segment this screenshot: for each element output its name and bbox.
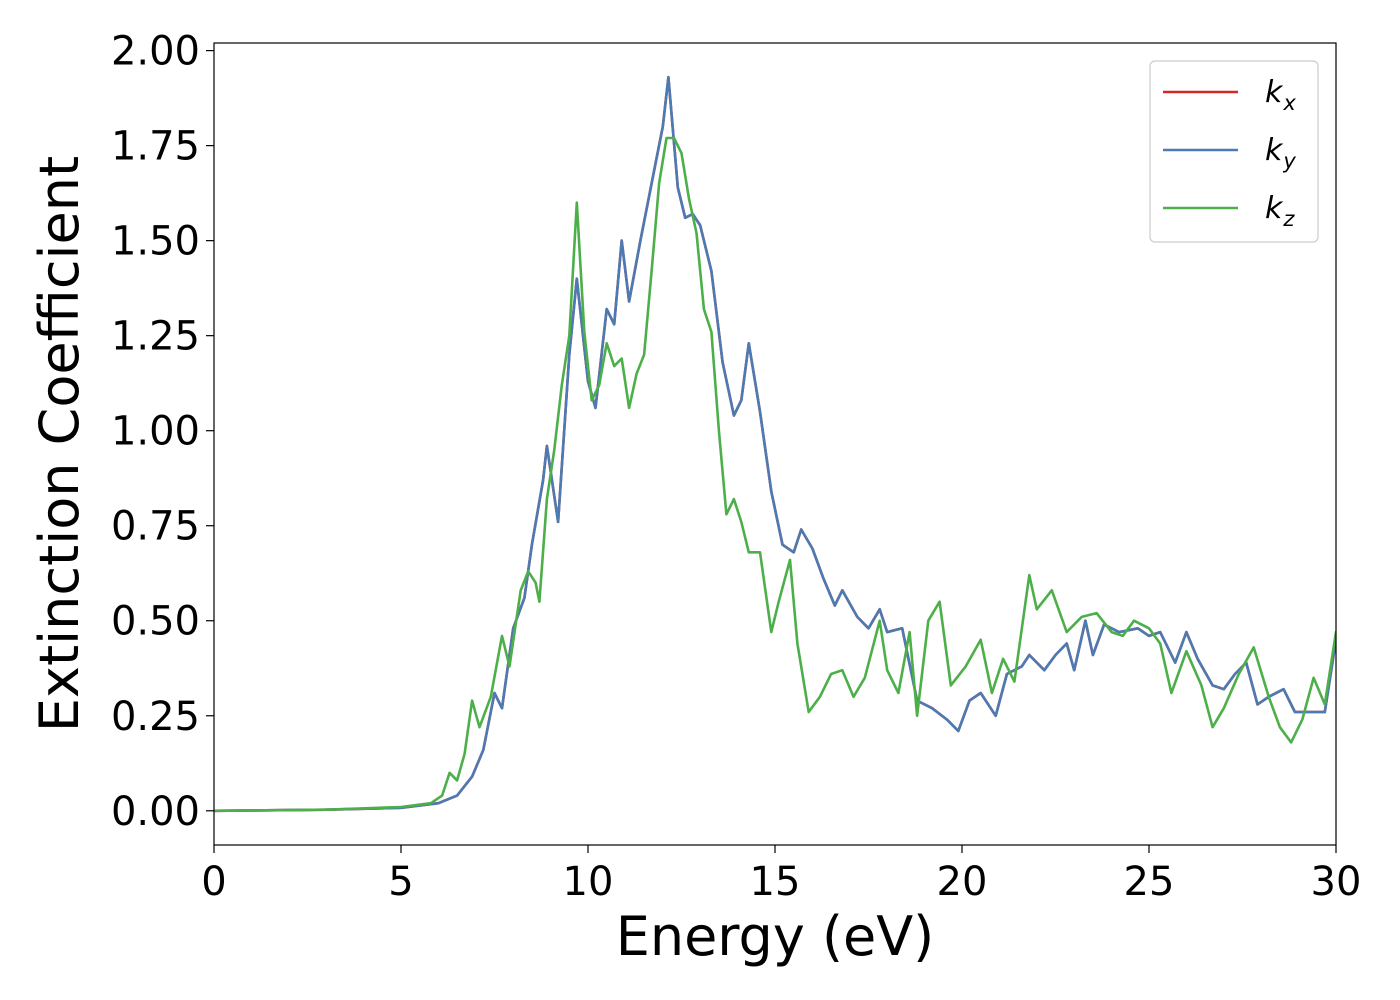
x-axis-ticks: 0 5 10 15 20 25 30 bbox=[201, 845, 1361, 905]
x-tick-label: 20 bbox=[937, 859, 988, 905]
legend-label-base: k bbox=[1265, 75, 1284, 110]
y-tick-label: 2.00 bbox=[111, 29, 200, 75]
y-axis-label: Extinction Coefficient bbox=[28, 156, 91, 732]
series-lines bbox=[214, 75, 1336, 813]
legend-label-y: ky bbox=[1265, 133, 1296, 173]
legend-box bbox=[1149, 60, 1319, 243]
y-tick-label: 1.50 bbox=[111, 219, 200, 265]
y-tick-label: 1.75 bbox=[111, 124, 200, 170]
legend-label-x: kx bbox=[1265, 75, 1296, 115]
x-tick-label: 5 bbox=[388, 859, 413, 905]
legend-label-base: k bbox=[1265, 133, 1284, 168]
legend-label-z: kz bbox=[1265, 191, 1295, 231]
x-tick-label: 30 bbox=[1311, 859, 1362, 905]
x-tick-label: 15 bbox=[750, 859, 801, 905]
legend-label-subscript: z bbox=[1282, 207, 1295, 231]
legend-label-subscript: x bbox=[1282, 91, 1296, 115]
legend-label-base: k bbox=[1265, 191, 1284, 226]
x-tick-label: 0 bbox=[201, 859, 226, 905]
y-tick-label: 0.50 bbox=[111, 599, 200, 645]
series-line-z bbox=[214, 136, 1336, 813]
y-tick-label: 1.25 bbox=[111, 314, 200, 360]
x-tick-label: 25 bbox=[1124, 859, 1175, 905]
series-line-y bbox=[214, 75, 1336, 813]
x-axis-label: Energy (eV) bbox=[616, 905, 935, 968]
y-tick-label: 0.00 bbox=[111, 789, 200, 835]
y-tick-label: 1.00 bbox=[111, 409, 200, 455]
y-axis-ticks: 0.00 0.25 0.50 0.75 1.00 1.25 1.50 1.75 2.00 bbox=[111, 29, 214, 835]
y-tick-label: 0.75 bbox=[111, 504, 200, 550]
legend-label-subscript: y bbox=[1282, 149, 1296, 173]
y-tick-label: 0.25 bbox=[111, 694, 200, 740]
x-tick-label: 10 bbox=[563, 859, 614, 905]
